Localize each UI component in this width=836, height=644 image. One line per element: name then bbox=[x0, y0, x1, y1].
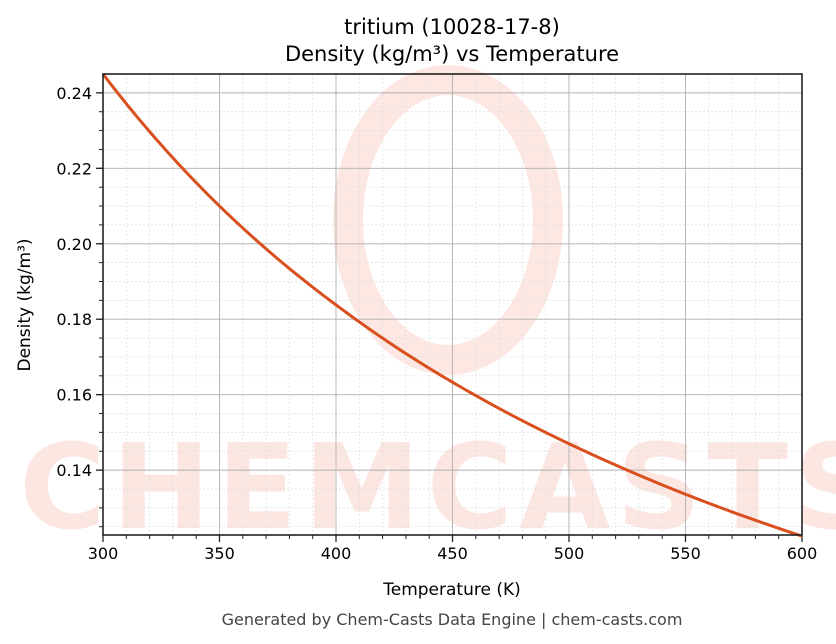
y-tick-label: 0.24 bbox=[56, 84, 92, 103]
chart-title-line1: tritium (10028-17-8) bbox=[344, 15, 560, 39]
footer-credit: Generated by Chem-Casts Data Engine | ch… bbox=[222, 610, 683, 629]
x-axis-label: Temperature (K) bbox=[382, 580, 521, 600]
x-tick-label: 300 bbox=[88, 544, 119, 563]
x-tick-label: 500 bbox=[554, 544, 585, 563]
x-tick-label: 600 bbox=[787, 544, 818, 563]
x-tick-label: 400 bbox=[321, 544, 352, 563]
x-tick-label: 550 bbox=[670, 544, 701, 563]
y-axis-label: Density (kg/m³) bbox=[15, 238, 35, 371]
plot-frame bbox=[102, 73, 803, 536]
y-tick-label: 0.18 bbox=[56, 310, 92, 329]
axis-ticks: 300 350 400 450 500 550 600 0.14 0.16 0.18 0.20 0.2… bbox=[56, 84, 817, 563]
x-tick-label: 450 bbox=[437, 544, 468, 563]
chart-title-line2: Density (kg/m³) vs Temperature bbox=[285, 42, 619, 66]
watermark-logo-ring bbox=[333, 65, 563, 375]
watermark-text: CHEMCASTS bbox=[19, 418, 836, 556]
grid bbox=[102, 74, 803, 535]
density-line bbox=[101, 73, 803, 538]
y-tick-label: 0.16 bbox=[56, 386, 92, 405]
watermark: CHEMCASTS bbox=[19, 65, 836, 556]
y-tick-label: 0.22 bbox=[56, 159, 92, 178]
y-tick-label: 0.14 bbox=[56, 461, 92, 480]
x-tick-label: 350 bbox=[204, 544, 235, 563]
y-tick-label: 0.20 bbox=[56, 235, 92, 254]
series-layer bbox=[101, 73, 803, 538]
